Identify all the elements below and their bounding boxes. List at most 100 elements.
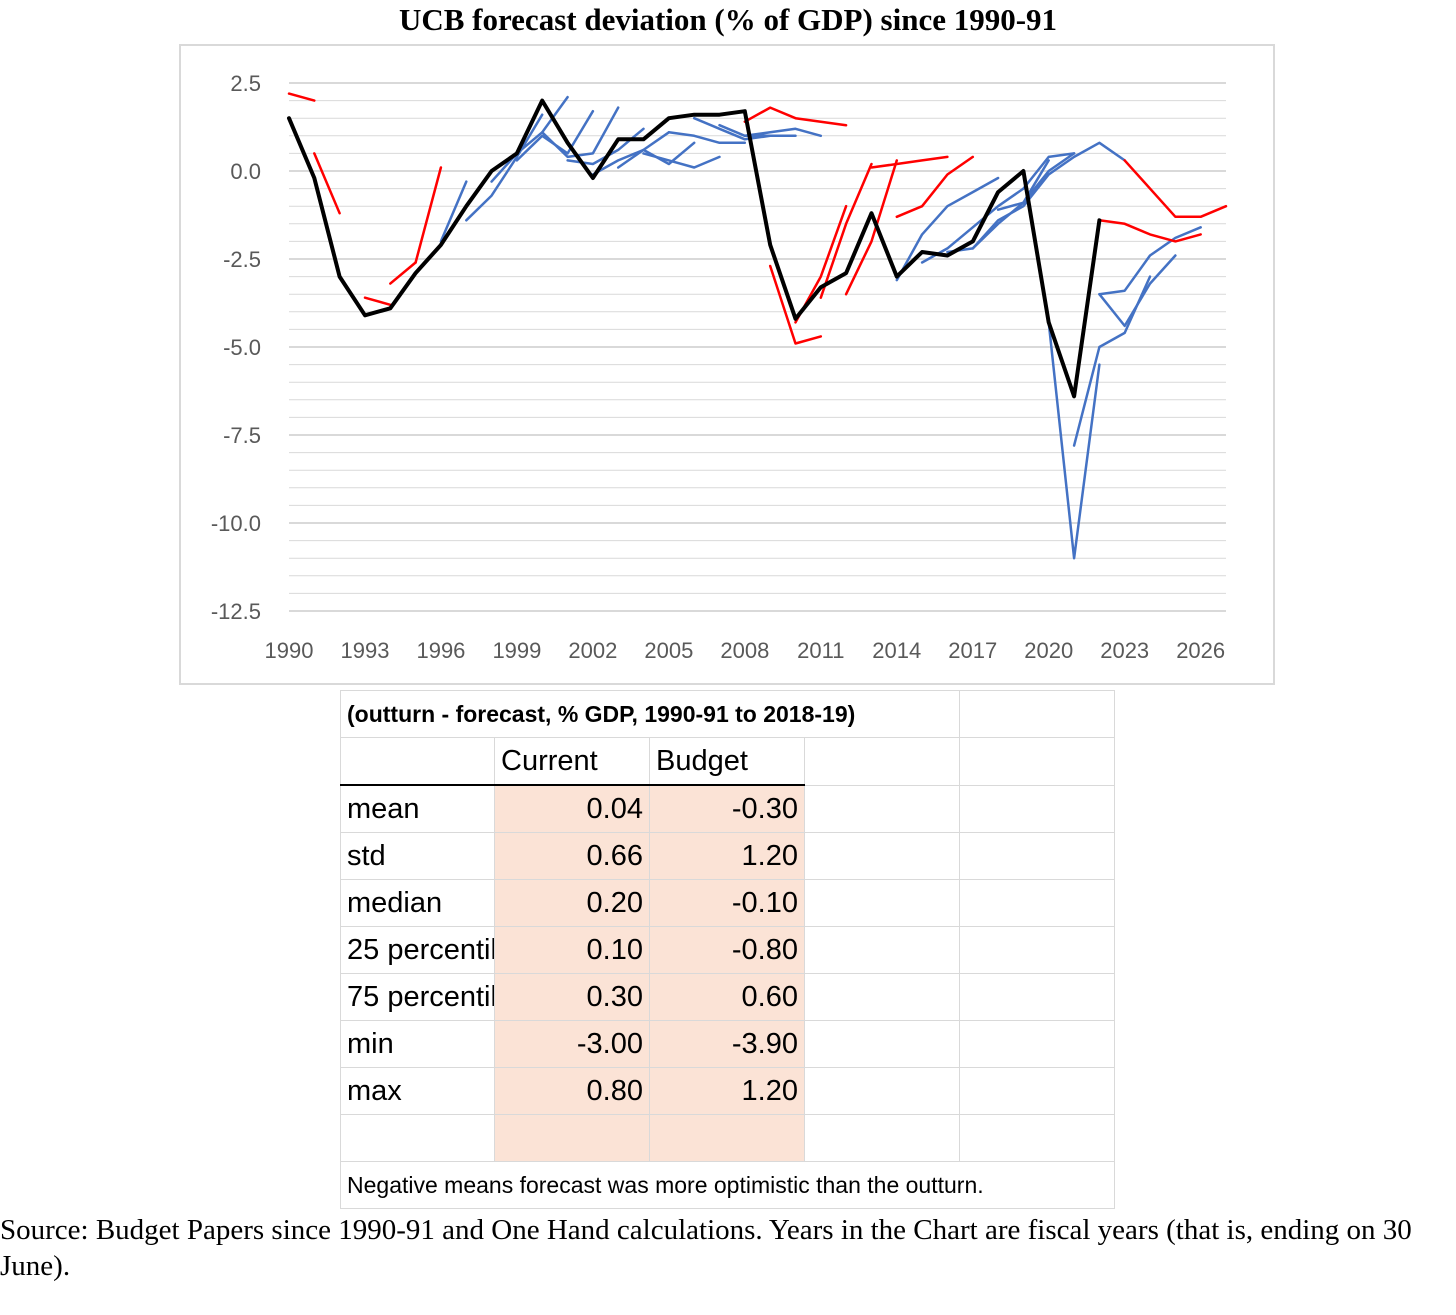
current-forecast-line <box>946 159 1050 254</box>
budget-forecast-line <box>389 261 417 285</box>
empty-cell <box>340 737 495 786</box>
empty-cell <box>649 1114 805 1162</box>
empty-cell <box>803 1067 961 1115</box>
x-tick-label: 2023 <box>1100 638 1149 663</box>
current-forecast-line <box>1022 152 1076 190</box>
y-tick-label: -12.5 <box>211 599 261 624</box>
budget-forecast-line <box>414 166 443 264</box>
row-label: std <box>340 832 495 880</box>
empty-cell <box>494 1114 650 1162</box>
statistics-table: (outturn - forecast, % GDP, 1990-91 to 2… <box>339 690 1116 1209</box>
current-forecast-line <box>465 113 544 222</box>
budget-forecast-line <box>287 92 316 102</box>
table-note: Negative means forecast was more optimis… <box>339 1161 1116 1209</box>
table-note-row: Negative means forecast was more optimis… <box>339 1161 1116 1209</box>
budget-forecast-line <box>819 162 873 299</box>
x-tick-label: 2017 <box>948 638 997 663</box>
empty-cell <box>803 1020 961 1068</box>
table-row: median 0.20 -0.10 <box>340 879 1116 927</box>
current-forecast-line <box>743 127 823 138</box>
x-tick-label: 1990 <box>265 638 314 663</box>
current-value: 0.10 <box>494 926 650 974</box>
empty-cell <box>959 879 1116 927</box>
empty-cell <box>959 832 1116 880</box>
table-title: (outturn - forecast, % GDP, 1990-91 to 2… <box>339 690 961 738</box>
empty-cell <box>803 737 961 786</box>
table-row: std 0.66 1.20 <box>340 832 1116 880</box>
column-header-current: Current <box>494 737 650 786</box>
current-forecast-line <box>1098 254 1177 328</box>
current-forecast-line <box>1098 226 1202 296</box>
current-value: 0.04 <box>494 784 650 833</box>
x-tick-label: 2005 <box>644 638 693 663</box>
x-tick-label: 2002 <box>568 638 617 663</box>
current-forecast-line <box>540 106 620 159</box>
row-label: median <box>340 879 495 927</box>
y-tick-label: -2.5 <box>223 247 261 272</box>
empty-cell <box>803 1114 961 1162</box>
empty-cell <box>959 926 1116 974</box>
current-forecast-line <box>996 152 1076 211</box>
budget-forecast-line <box>743 106 848 127</box>
table-row-empty <box>340 1114 1116 1162</box>
y-tick-label: -7.5 <box>223 423 261 448</box>
table-row: 75 percentile 0.30 0.60 <box>340 973 1116 1021</box>
empty-cell <box>959 1020 1116 1068</box>
table-row: min -3.00 -3.90 <box>340 1020 1116 1068</box>
source-note: Source: Budget Papers since 1990-91 and … <box>0 1214 1412 1282</box>
current-value: 0.80 <box>494 1067 650 1115</box>
outturn-line <box>287 98 1102 399</box>
empty-cell <box>959 1114 1116 1162</box>
chart-area: 2.5 0.0 -2.5 -5.0 -7.5 -10.0 -12.5 1990 1993 1996… <box>179 44 1275 685</box>
x-tick-label: 2008 <box>720 638 769 663</box>
budget-forecast-line <box>1123 159 1228 219</box>
empty-cell <box>803 973 961 1021</box>
empty-cell <box>803 926 961 974</box>
budget-value: 0.60 <box>649 973 805 1021</box>
table-header-row: Current Budget <box>340 737 1116 786</box>
current-value: 0.30 <box>494 973 650 1021</box>
x-tick-label: 2020 <box>1024 638 1073 663</box>
y-tick-label: -10.0 <box>211 511 261 536</box>
current-forecast-line <box>692 116 772 141</box>
empty-cell <box>803 832 961 880</box>
current-forecast-line <box>439 180 468 243</box>
empty-cell <box>959 737 1116 786</box>
empty-cell <box>959 690 1116 738</box>
current-forecast-line <box>895 176 1000 282</box>
budget-value: 1.20 <box>649 1067 805 1115</box>
row-label: min <box>340 1020 495 1068</box>
row-label: 25 percentile <box>340 926 495 974</box>
current-value: -3.00 <box>494 1020 650 1068</box>
current-forecast-line <box>642 152 721 169</box>
budget-value: -0.30 <box>649 784 805 833</box>
column-header-budget: Budget <box>649 737 805 786</box>
table-row: 25 percentile 0.10 -0.80 <box>340 926 1116 974</box>
table-row: max 0.80 1.20 <box>340 1067 1116 1115</box>
budget-value: 1.20 <box>649 832 805 880</box>
x-tick-label: 2011 <box>797 638 844 663</box>
x-tick-label: 1993 <box>340 638 389 663</box>
row-label: mean <box>340 784 495 833</box>
empty-cell <box>959 973 1116 1021</box>
current-value: 0.20 <box>494 879 650 927</box>
current-forecast-line <box>490 95 569 183</box>
current-forecast-line <box>920 187 1025 264</box>
row-label: 75 percentile <box>340 973 495 1021</box>
chart-title: UCB forecast deviation (% of GDP) since … <box>398 2 1058 37</box>
current-forecast-line <box>971 141 1126 250</box>
empty-cell <box>340 1114 495 1162</box>
y-tick-label: 0.0 <box>230 159 261 184</box>
empty-cell <box>959 784 1116 833</box>
table-title-row: (outturn - forecast, % GDP, 1990-91 to 2… <box>339 690 1116 738</box>
x-tick-label: 2014 <box>872 638 921 663</box>
budget-value: -0.10 <box>649 879 805 927</box>
current-forecast-line <box>591 131 671 176</box>
y-tick-label: -5.0 <box>223 335 261 360</box>
budget-value: -0.80 <box>649 926 805 974</box>
table-row: mean 0.04 -0.30 <box>340 784 1116 833</box>
budget-value: -3.90 <box>649 1020 805 1068</box>
current-forecast-line <box>1047 321 1101 560</box>
empty-cell <box>803 879 961 927</box>
